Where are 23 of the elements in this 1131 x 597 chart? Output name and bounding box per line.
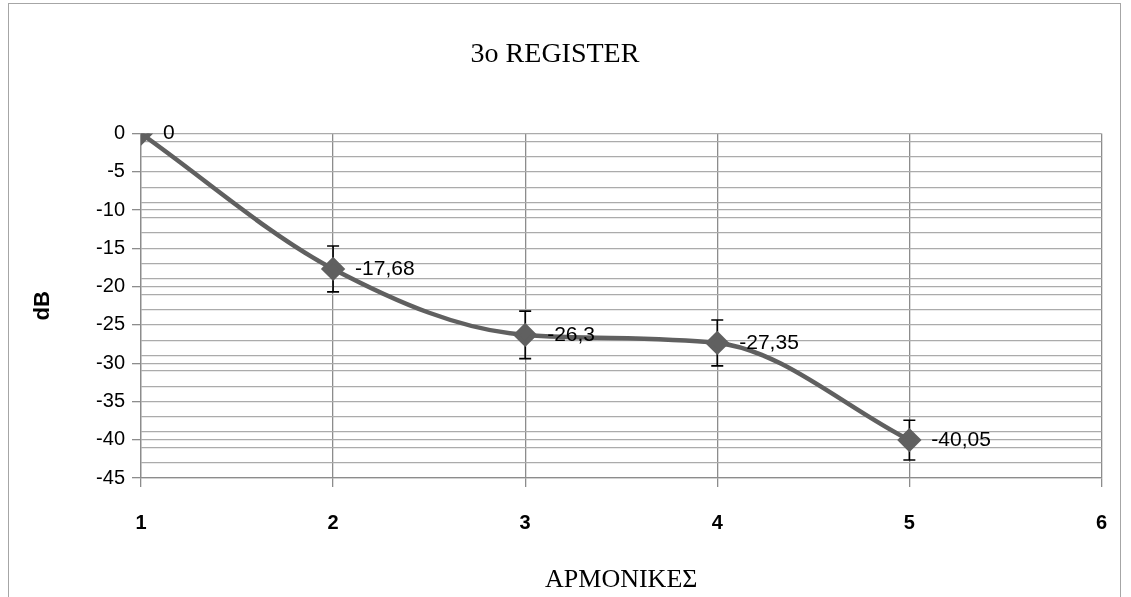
data-label: -17,68	[355, 255, 415, 279]
x-axis-title: ΑΡΜΟΝΙΚΕΣ	[545, 564, 698, 594]
x-tick-label: 3	[519, 510, 531, 533]
y-tick-label: -5	[107, 159, 125, 182]
x-tick-label: 6	[1095, 510, 1107, 533]
y-axis-title: dB	[29, 291, 55, 321]
data-label: 0	[163, 120, 175, 144]
data-label: -40,05	[931, 426, 991, 450]
y-tick-label: 0	[113, 121, 125, 144]
y-tick-label: -10	[96, 197, 125, 220]
y-tick-label: -15	[96, 235, 125, 258]
y-tick-label: -35	[96, 388, 125, 411]
x-tick-label: 1	[135, 510, 147, 533]
y-tick-label: -45	[96, 465, 125, 488]
y-tick-label: -25	[96, 312, 125, 335]
chart-title: 3o REGISTER	[470, 37, 640, 69]
x-tick-label: 5	[903, 510, 915, 533]
data-label: -27,35	[739, 329, 799, 353]
y-tick-label: -40	[96, 427, 125, 450]
y-tick-label: -30	[96, 350, 125, 373]
y-tick-label: -20	[96, 274, 125, 297]
x-tick-label: 4	[711, 510, 724, 533]
x-tick-label: 2	[327, 510, 339, 533]
